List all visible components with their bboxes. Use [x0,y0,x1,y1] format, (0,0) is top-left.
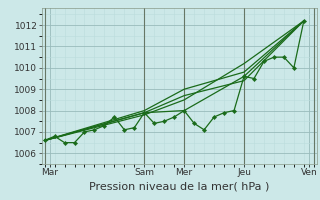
X-axis label: Pression niveau de la mer( hPa ): Pression niveau de la mer( hPa ) [89,181,269,191]
